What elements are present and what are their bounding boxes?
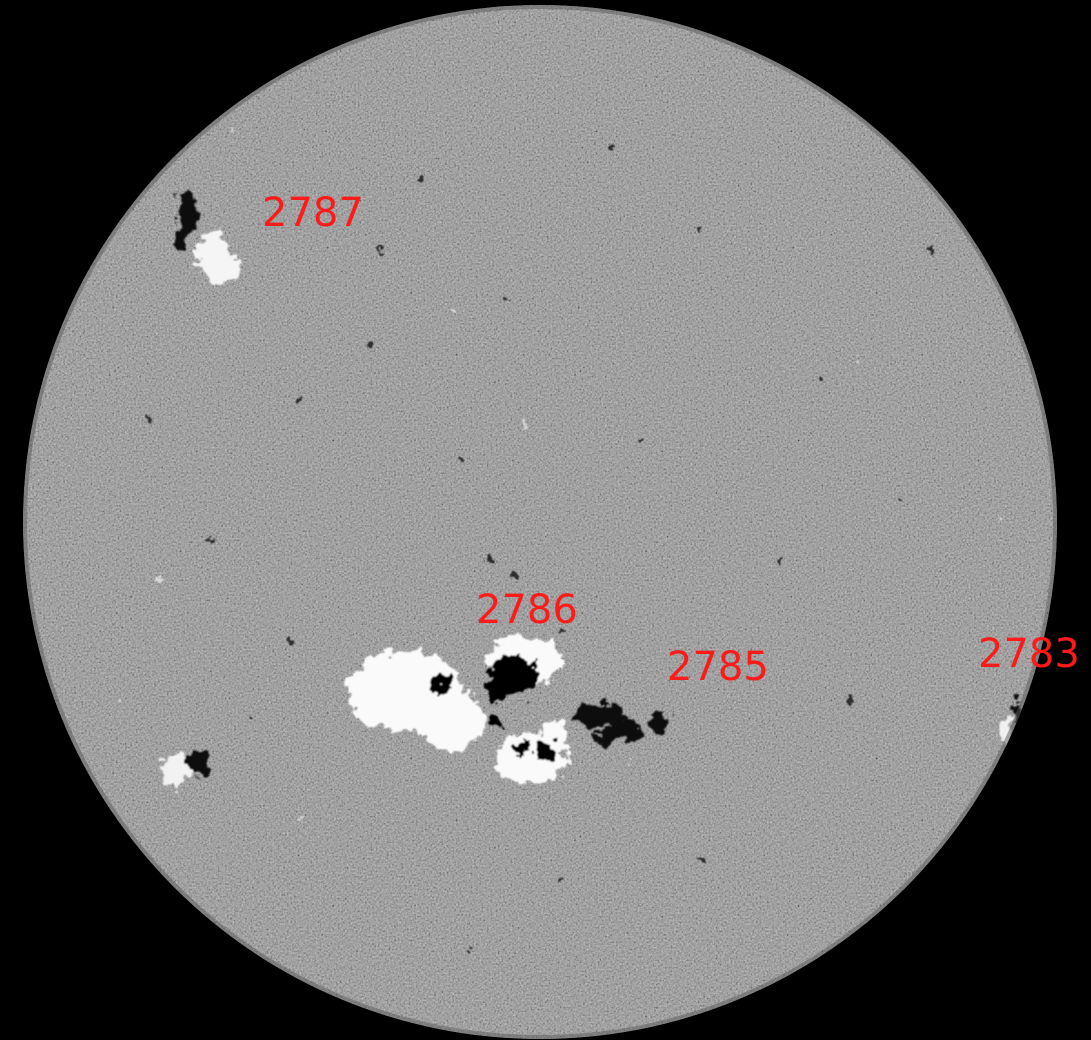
active-region-2785 [575,703,670,746]
southeast-small-region [162,748,208,788]
region-label-2786: 2786 [476,587,578,633]
region-label-2783: 2783 [978,631,1080,677]
region-label-2785: 2785 [667,644,769,690]
solar-disk [23,5,1057,1039]
active-region-2786 [347,636,569,786]
region-label-2787: 2787 [262,190,364,236]
magnetic-network [117,127,1003,953]
active-region-2787 [174,193,238,284]
